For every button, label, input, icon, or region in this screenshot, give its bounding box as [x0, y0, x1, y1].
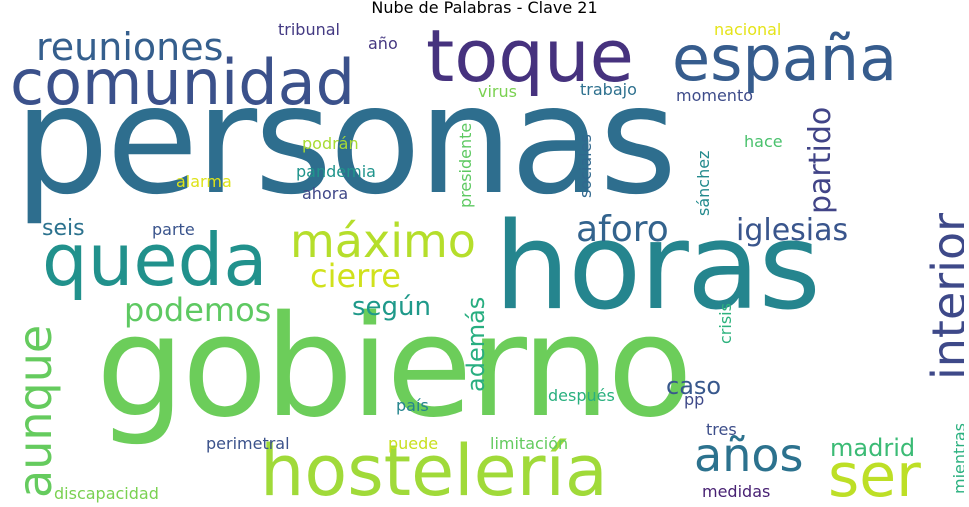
- word-hace: hace: [744, 132, 783, 151]
- word-cierre: cierre: [310, 257, 401, 295]
- word-tribunal: tribunal: [278, 20, 340, 39]
- word-perimetral: perimetral: [206, 434, 290, 453]
- word-pp: pp: [684, 390, 705, 409]
- word-podran: podrán: [302, 134, 359, 153]
- word-hosteleria: hostelería: [260, 430, 608, 503]
- word-segun: según: [352, 292, 432, 322]
- word-partido: partido: [803, 106, 838, 214]
- word-discapacidad: discapacidad: [54, 484, 159, 503]
- word-ser: ser: [828, 441, 921, 503]
- word-momento: momento: [676, 86, 754, 105]
- word-aunque: aunque: [8, 324, 62, 498]
- word-espana: españa: [672, 22, 898, 95]
- word-anos: años: [694, 428, 804, 482]
- word-virus: virus: [478, 82, 517, 101]
- word-aforo: aforo: [576, 209, 669, 250]
- word-puede: puede: [388, 434, 439, 453]
- word-cloud: personas gobierno horas toque comunidad …: [6, 18, 964, 503]
- word-toque: toque: [426, 18, 634, 98]
- word-reuniones: reuniones: [36, 25, 224, 69]
- word-despues: después: [548, 386, 615, 405]
- word-pais: país: [396, 396, 429, 415]
- word-tres: tres: [706, 420, 737, 439]
- word-madrid: madrid: [830, 434, 916, 462]
- word-gobierno: gobierno: [96, 286, 693, 449]
- word-interior: interior: [922, 212, 964, 380]
- word-sanchez: sánchez: [694, 150, 713, 216]
- word-nacional: nacional: [714, 20, 782, 39]
- word-sociales: sociales: [576, 134, 595, 198]
- word-ano: año: [368, 34, 398, 53]
- word-seis: seis: [42, 216, 85, 241]
- word-ahora: ahora: [302, 184, 349, 203]
- word-alarma: alarma: [176, 172, 232, 191]
- word-medidas: medidas: [702, 482, 771, 501]
- word-ademas: además: [462, 296, 490, 392]
- word-horas: horas: [494, 198, 821, 337]
- word-presidente: presidente: [456, 122, 475, 208]
- word-pandemia: pandemia: [296, 162, 376, 181]
- word-mientras: mientras: [950, 422, 964, 494]
- word-crisis: crisis: [716, 303, 735, 344]
- word-limitacion: limitación: [490, 434, 569, 453]
- word-iglesias: iglesias: [736, 213, 849, 248]
- word-podemos: podemos: [124, 291, 272, 329]
- word-maximo: máximo: [290, 214, 476, 268]
- word-personas: personas: [14, 54, 677, 228]
- word-comunidad: comunidad: [10, 46, 355, 119]
- word-queda: queda: [42, 218, 268, 302]
- word-trabajo: trabajo: [580, 80, 637, 99]
- word-parte: parte: [152, 220, 195, 239]
- word-caso: caso: [666, 372, 722, 400]
- chart-title: Nube de Palabras - Clave 21: [371, 0, 598, 17]
